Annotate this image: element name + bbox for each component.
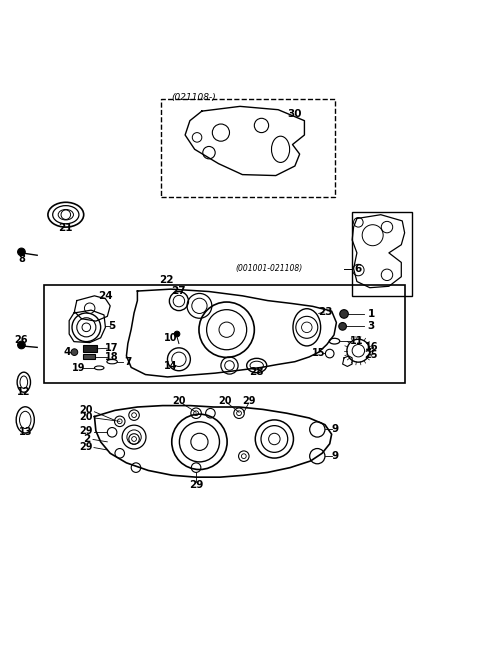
- Text: 18: 18: [105, 352, 119, 362]
- Circle shape: [339, 323, 347, 330]
- Text: 23: 23: [318, 307, 332, 316]
- Circle shape: [71, 349, 78, 355]
- Text: 12: 12: [17, 387, 31, 397]
- Text: 17: 17: [105, 344, 119, 353]
- Bar: [352, 212, 412, 296]
- Text: 28: 28: [250, 367, 264, 377]
- Text: 29: 29: [242, 396, 255, 406]
- Text: 20: 20: [80, 411, 93, 422]
- Text: 29: 29: [80, 426, 93, 436]
- Text: 29: 29: [189, 480, 204, 490]
- Text: 5: 5: [108, 321, 116, 331]
- Text: 1: 1: [368, 309, 375, 319]
- Text: 20: 20: [80, 406, 93, 415]
- Circle shape: [18, 248, 25, 256]
- Text: (021108-): (021108-): [171, 93, 216, 102]
- Text: 25: 25: [364, 349, 378, 360]
- Bar: [84, 345, 97, 352]
- Text: 16: 16: [364, 342, 378, 353]
- Text: 27: 27: [172, 286, 186, 296]
- Text: 10: 10: [164, 333, 178, 343]
- Circle shape: [340, 310, 348, 318]
- Text: 11: 11: [350, 336, 364, 346]
- Text: 7: 7: [124, 356, 132, 367]
- Text: 20: 20: [218, 396, 231, 406]
- Text: 15: 15: [312, 348, 325, 358]
- Bar: [44, 285, 405, 383]
- Text: 13: 13: [19, 427, 32, 437]
- Text: 30: 30: [288, 109, 302, 120]
- Text: 21: 21: [59, 223, 73, 233]
- Text: 9: 9: [332, 424, 339, 434]
- Text: 19: 19: [72, 363, 85, 373]
- Text: 4: 4: [63, 347, 71, 357]
- Text: 8: 8: [18, 254, 25, 263]
- Text: 26: 26: [15, 335, 28, 345]
- Text: 9: 9: [332, 451, 339, 461]
- Circle shape: [18, 341, 25, 349]
- Text: 29: 29: [80, 442, 93, 452]
- Text: (001001-021108): (001001-021108): [235, 264, 302, 273]
- Circle shape: [174, 331, 180, 337]
- Text: 2: 2: [83, 434, 90, 444]
- Text: 22: 22: [159, 274, 173, 285]
- Text: 14: 14: [164, 362, 178, 371]
- Text: 6: 6: [355, 263, 362, 274]
- Text: 24: 24: [98, 291, 113, 301]
- Text: 20: 20: [172, 396, 186, 406]
- Bar: [84, 354, 95, 359]
- Text: 3: 3: [368, 322, 375, 331]
- Bar: [161, 99, 336, 197]
